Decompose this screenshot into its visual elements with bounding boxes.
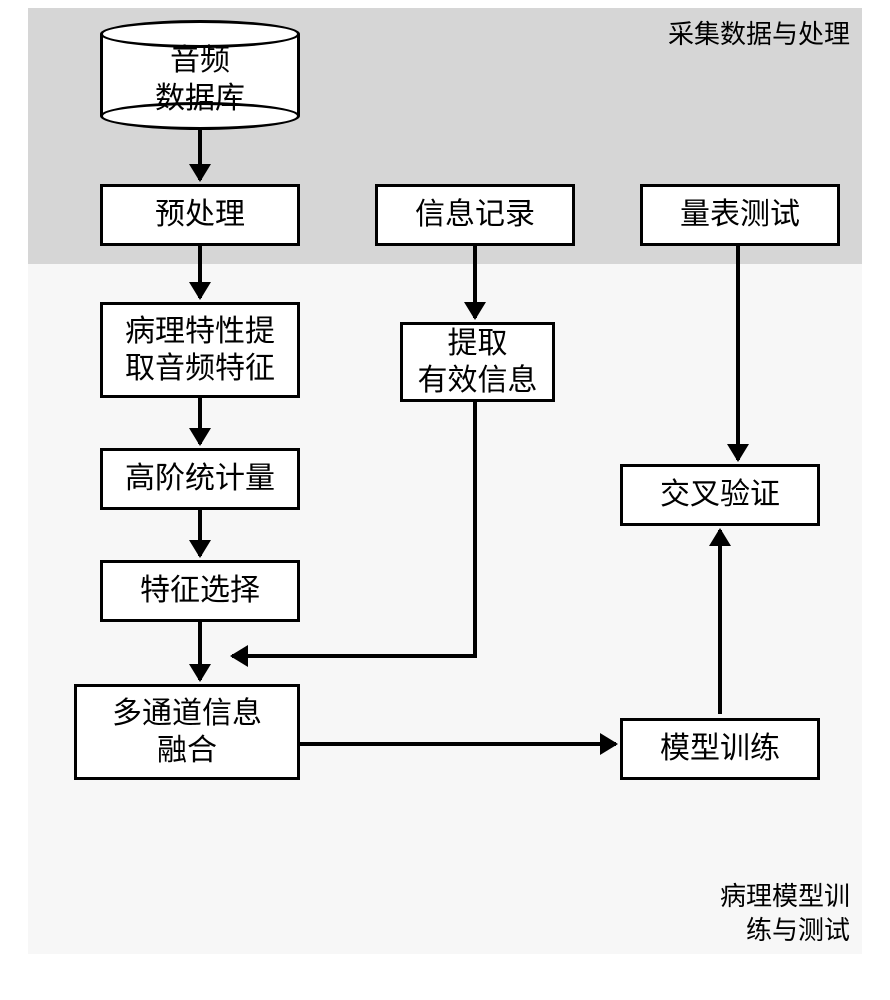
node-label: 模型训练 xyxy=(660,730,780,768)
node-preprocess: 预处理 xyxy=(100,184,300,246)
node-fusion: 多通道信息 融合 xyxy=(74,684,300,780)
node-label: 音频 数据库 xyxy=(100,42,300,117)
node-label: 信息记录 xyxy=(415,196,535,234)
edge-train-cv xyxy=(718,530,722,714)
node-label: 提取 有效信息 xyxy=(418,325,538,400)
node-cross-validation: 交叉验证 xyxy=(620,464,820,526)
edge-prep-pathfeat xyxy=(198,246,202,298)
edge-hos-featsel xyxy=(198,510,202,556)
node-label: 病理特性提 取音频特征 xyxy=(125,313,275,388)
node-label: 特征选择 xyxy=(140,572,260,610)
edge-pathfeat-hos xyxy=(198,398,202,444)
edge-featsel-fusion xyxy=(198,622,202,680)
node-label: 量表测试 xyxy=(680,196,800,234)
node-label: 交叉验证 xyxy=(660,476,780,514)
node-audio-database: 音频 数据库 xyxy=(100,20,300,130)
edge-extract-fusion-h xyxy=(232,654,477,658)
node-scale-test: 量表测试 xyxy=(640,184,840,246)
section-top-label: 采集数据与处理 xyxy=(668,18,850,52)
node-feature-selection: 特征选择 xyxy=(100,560,300,622)
node-extract-info: 提取 有效信息 xyxy=(400,322,555,402)
node-higher-order-stats: 高阶统计量 xyxy=(100,448,300,510)
edge-fusion-train xyxy=(300,742,616,746)
node-label: 预处理 xyxy=(155,196,245,234)
edge-db-prep xyxy=(198,130,202,180)
edge-inforec-extract xyxy=(473,246,477,318)
section-bottom-label: 病理模型训 练与测试 xyxy=(720,880,850,948)
edge-scale-cv xyxy=(736,246,740,460)
node-model-training: 模型训练 xyxy=(620,718,820,780)
node-label: 多通道信息 融合 xyxy=(112,695,262,770)
edge-extract-fusion-v xyxy=(473,402,477,658)
node-pathology-feature: 病理特性提 取音频特征 xyxy=(100,302,300,398)
node-info-record: 信息记录 xyxy=(375,184,575,246)
node-label: 高阶统计量 xyxy=(125,460,275,498)
